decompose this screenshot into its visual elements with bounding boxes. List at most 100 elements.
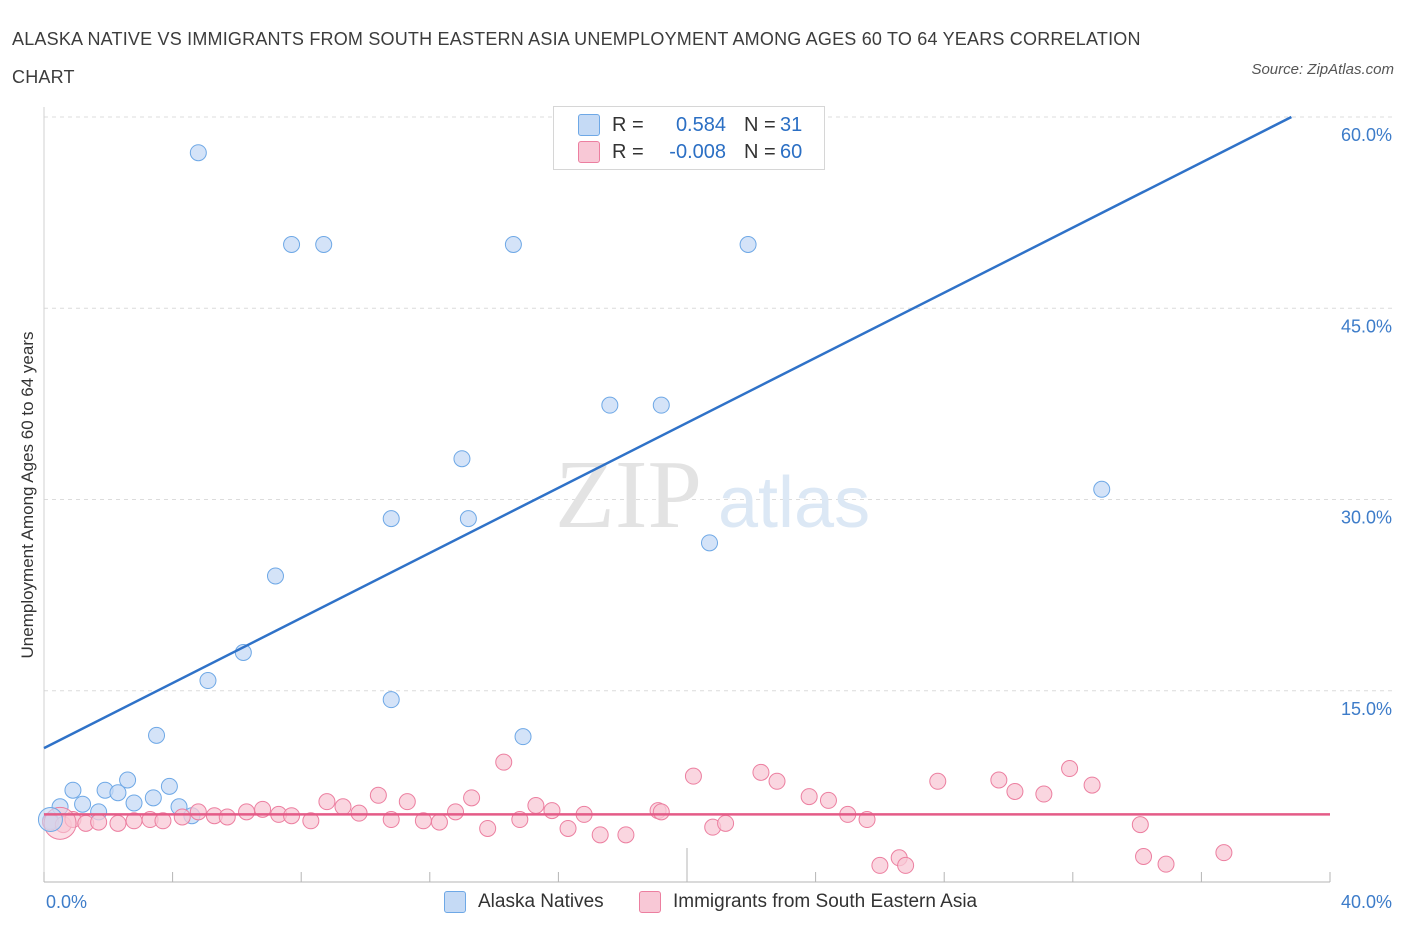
chart-title: ALASKA NATIVE VS IMMIGRANTS FROM SOUTH E… (12, 29, 1141, 87)
immigrants-point (154, 812, 172, 830)
legend-swatch-pink (578, 141, 600, 163)
immigrants-point (800, 788, 818, 806)
n-value: 60 (780, 140, 803, 163)
legend-row-immigrants: R = -0.008 N = 60 (578, 139, 802, 165)
immigrants-point (398, 793, 416, 811)
alaska-natives-point (459, 510, 477, 528)
alaska-natives-trend-line (43, 115, 1292, 750)
immigrants-point (1131, 816, 1149, 834)
alaska-natives-point (1093, 480, 1111, 498)
alaska-natives-point-cluster (37, 807, 63, 833)
immigrants-point (350, 804, 368, 822)
immigrants-point (717, 814, 735, 832)
alaska-natives-point (125, 794, 143, 812)
x-tick-label-min: 0.0% (46, 892, 87, 912)
watermark-atlas: atlas (718, 463, 870, 543)
alaska-natives-point (504, 236, 522, 253)
alaska-natives-point (382, 691, 400, 709)
immigrants-point (334, 798, 352, 816)
immigrants-point (369, 786, 387, 804)
tick-labels: 15.0% 30.0% 45.0% 60.0% 0.0% 40.0% (46, 125, 1392, 912)
alaska-natives-point (453, 450, 471, 468)
immigrants-point (1157, 855, 1175, 873)
immigrants-point (617, 826, 635, 844)
immigrants-point (897, 856, 915, 874)
legend-label-alaska-natives: Alaska Natives (478, 891, 604, 912)
immigrants-point (752, 763, 770, 781)
watermark: ZIP atlas (555, 441, 870, 549)
legend-item-immigrants: Immigrants from South Eastern Asia (639, 889, 977, 915)
immigrants-point (1035, 785, 1053, 803)
y-tick-label: 45.0% (1341, 316, 1392, 336)
immigrants-point (527, 797, 545, 814)
alaska-natives-point (315, 236, 333, 253)
alaska-natives-point (283, 236, 301, 253)
legend-item-alaska-natives: Alaska Natives (444, 889, 604, 915)
immigrants-point (479, 819, 497, 837)
alaska-natives-point (109, 784, 127, 802)
gridlines (44, 116, 1392, 692)
immigrants-point (302, 812, 320, 830)
immigrants-point (768, 772, 786, 790)
immigrants-point (1135, 848, 1153, 865)
alaska-natives-point (64, 781, 82, 799)
immigrants-point (684, 767, 702, 785)
axes (43, 107, 1331, 883)
immigrants-point (871, 856, 889, 874)
alaska-natives-point (601, 396, 619, 414)
immigrants-point (238, 803, 256, 821)
alaska-natives-point (739, 236, 757, 253)
alaska-natives-point (266, 567, 284, 585)
legend-swatch-pink (639, 891, 661, 913)
immigrants-point (189, 803, 207, 821)
immigrants-point (430, 813, 448, 831)
alaska-natives-point (74, 795, 92, 813)
immigrants-point (990, 771, 1008, 789)
alaska-natives-point (144, 789, 162, 807)
alaska-natives-point (514, 728, 532, 746)
immigrants-point (173, 808, 191, 826)
immigrants-point (652, 803, 670, 821)
immigrants-point (109, 814, 127, 832)
alaska-natives-point (119, 771, 137, 789)
immigrants-point (318, 793, 336, 811)
immigrants-point (283, 807, 301, 825)
y-tick-label: 15.0% (1341, 699, 1392, 719)
alaska-natives-point (199, 672, 217, 690)
immigrants-point (218, 808, 236, 826)
watermark-zip: ZIP (555, 441, 702, 549)
x-tick-label-max: 40.0% (1341, 892, 1392, 912)
r-label: R = (612, 140, 644, 163)
legend-label-immigrants: Immigrants from South Eastern Asia (673, 891, 978, 912)
r-value: 0.584 (675, 113, 726, 136)
source-label: Source: ZipAtlas.com (1251, 61, 1394, 78)
immigrants-point (90, 813, 108, 831)
alaska-natives-point (652, 396, 670, 414)
alaska-natives-point (701, 534, 719, 552)
n-label: N = (744, 113, 776, 136)
y-tick-label: 60.0% (1341, 125, 1392, 145)
alaska-natives-point (148, 726, 166, 744)
alaska-natives-point (189, 144, 207, 162)
immigrants-point (819, 791, 837, 809)
alaska-natives-point (382, 510, 400, 528)
immigrants-point (495, 753, 513, 771)
immigrants-point (591, 826, 609, 844)
immigrants-point (559, 819, 577, 837)
y-tick-label: 30.0% (1341, 508, 1392, 528)
r-value: -0.008 (669, 140, 726, 163)
immigrants-point (1061, 760, 1079, 778)
correlation-legend: R = 0.584 N = 31 R = -0.008 N = 60 (553, 106, 825, 170)
trend-lines (43, 115, 1330, 816)
immigrants-point (1083, 776, 1101, 794)
immigrants-point (1215, 844, 1233, 862)
immigrants-point (447, 803, 465, 821)
r-label: R = (612, 113, 644, 136)
legend-swatch-blue (578, 114, 600, 136)
immigrants-point (543, 802, 561, 820)
y-axis-label: Unemployment Among Ages 60 to 64 years (18, 331, 37, 659)
immigrants-point (929, 772, 947, 790)
n-label: N = (744, 140, 776, 163)
legend-row-alaska-natives: R = 0.584 N = 31 (578, 112, 802, 138)
